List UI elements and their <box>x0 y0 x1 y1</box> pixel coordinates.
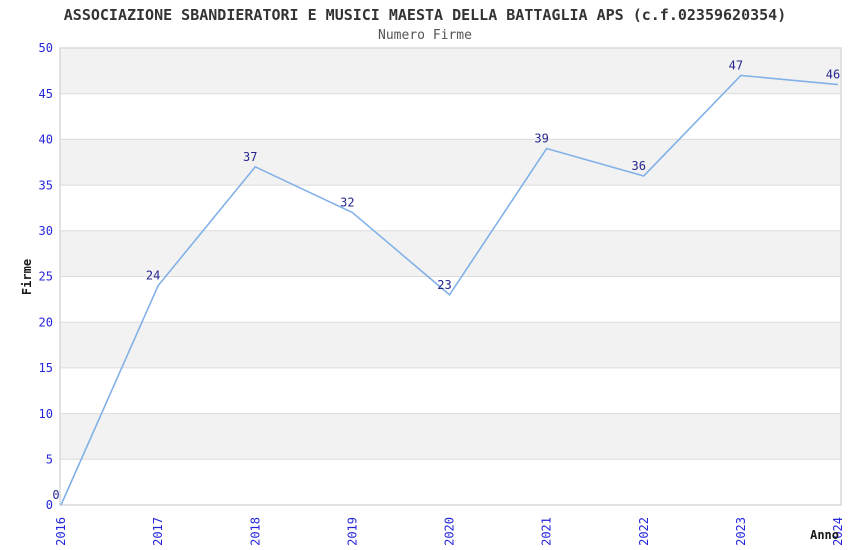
y-tick-label: 20 <box>39 315 53 329</box>
data-point-label: 0 <box>52 488 59 502</box>
plot-band <box>60 48 841 94</box>
x-tick-label: 2017 <box>151 517 165 546</box>
y-tick-label: 35 <box>39 178 53 192</box>
plot-band <box>60 139 841 186</box>
y-tick-label: 30 <box>39 224 53 238</box>
data-point-label: 47 <box>729 58 743 72</box>
series-line <box>60 74 839 506</box>
plot-band <box>60 93 841 140</box>
x-tick-label: 2016 <box>54 517 68 546</box>
plot-band <box>60 367 841 414</box>
plot-band <box>60 230 841 277</box>
x-tick-label: 2020 <box>443 517 457 546</box>
x-tick-label: 2022 <box>637 517 651 546</box>
data-point-label: 46 <box>826 68 840 82</box>
plot-border <box>59 47 842 506</box>
y-tick-label: 15 <box>39 361 53 375</box>
chart-title: ASSOCIAZIONE SBANDIERATORI E MUSICI MAES… <box>63 6 787 24</box>
y-tick-label: 10 <box>39 407 53 421</box>
data-point-label: 23 <box>437 278 451 292</box>
plot-band <box>60 459 841 505</box>
data-point-label: 32 <box>340 196 354 210</box>
x-tick-label: 2024 <box>831 517 845 546</box>
y-tick-label: 45 <box>39 87 53 101</box>
y-axis-label: Firme <box>20 258 34 296</box>
y-tick-label: 0 <box>46 498 53 512</box>
data-point-label: 37 <box>243 150 257 164</box>
y-tick-label: 5 <box>46 453 53 467</box>
x-tick-label: 2023 <box>734 517 748 546</box>
data-point-label: 24 <box>146 269 160 283</box>
y-tick-label: 50 <box>39 41 53 55</box>
x-tick-label: 2019 <box>345 517 359 546</box>
x-tick-label: 2021 <box>540 517 554 546</box>
x-axis-label: Anno <box>810 528 839 542</box>
data-point-label: 36 <box>632 159 646 173</box>
y-tick-label: 25 <box>39 270 53 284</box>
plot-band <box>60 276 841 323</box>
chart-subtitle: Numero Firme <box>378 28 472 43</box>
data-point-label: 39 <box>534 132 548 146</box>
plot-band <box>60 413 841 460</box>
y-tick-label: 40 <box>39 133 53 147</box>
x-tick-label: 2018 <box>248 517 262 546</box>
plot-band <box>60 185 841 231</box>
plot-band <box>60 322 841 368</box>
